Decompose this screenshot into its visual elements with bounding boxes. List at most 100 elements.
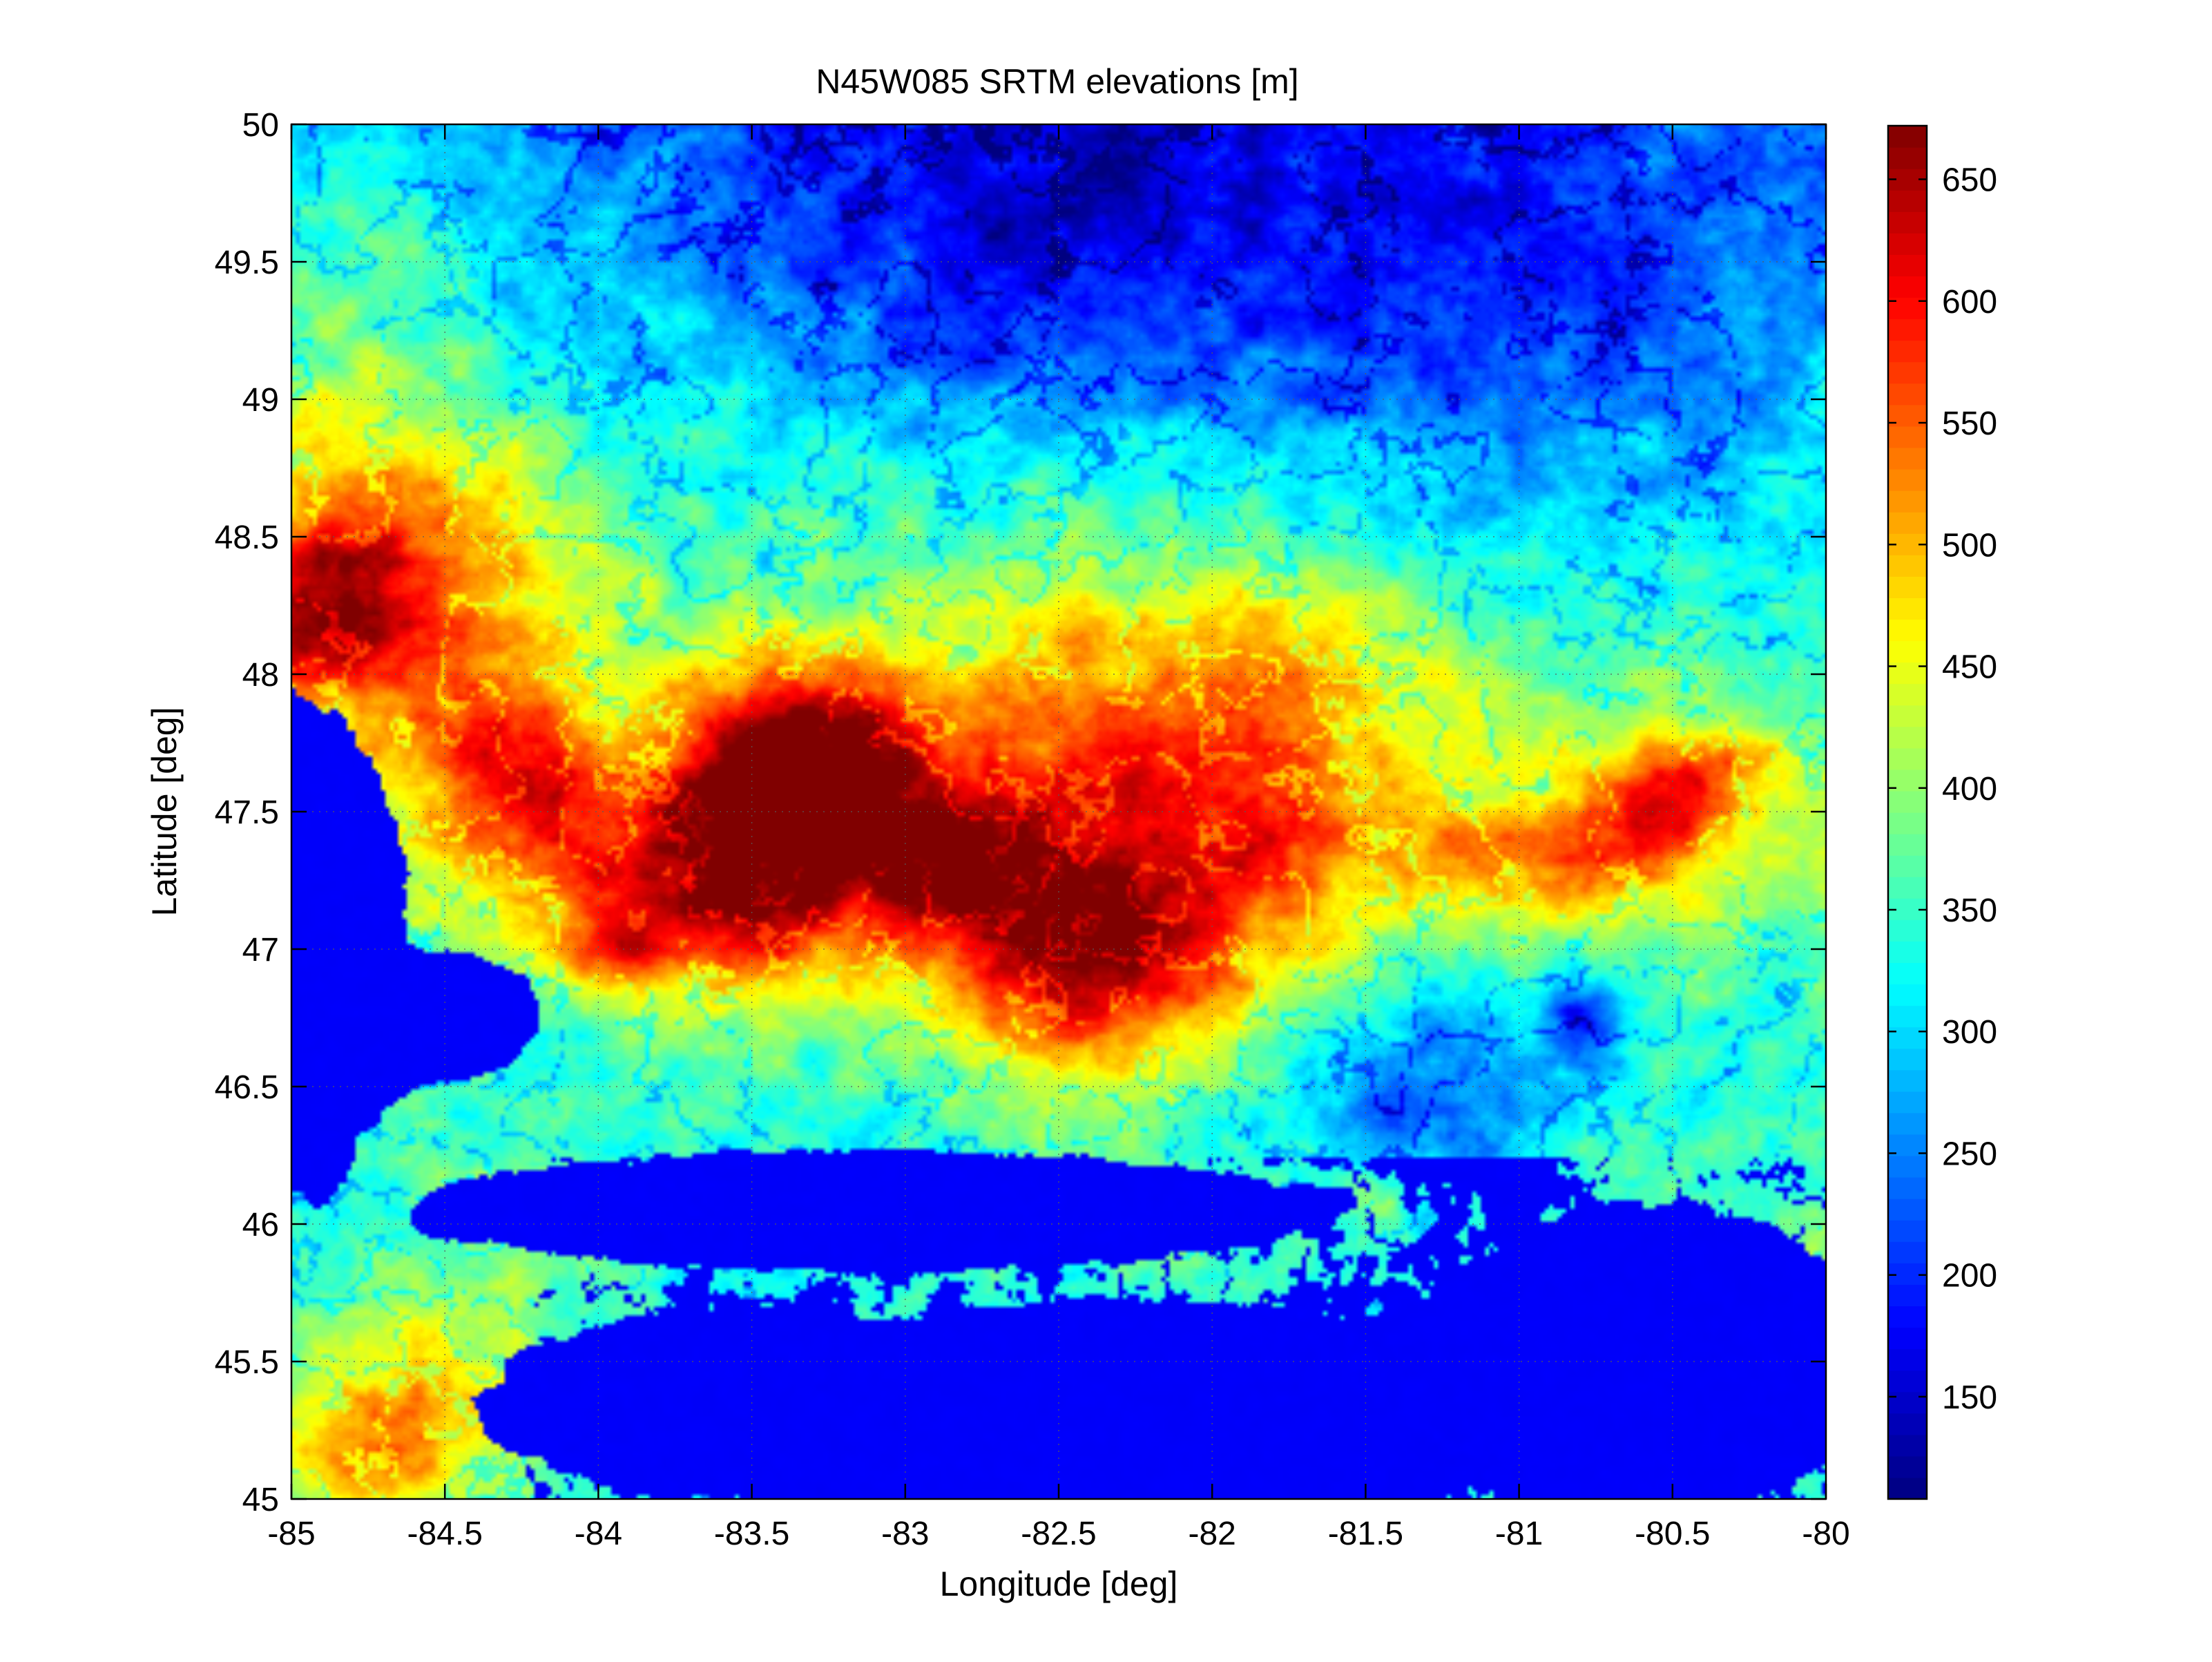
colorbar-band bbox=[1888, 1026, 1927, 1049]
colorbar-band bbox=[1888, 126, 1927, 148]
x-tick-label: -82.5 bbox=[1021, 1516, 1096, 1552]
colorbar-tick-label: 200 bbox=[1942, 1258, 1997, 1295]
colorbar-band bbox=[1888, 211, 1927, 233]
colorbar-band bbox=[1888, 426, 1927, 448]
colorbar-band bbox=[1888, 383, 1927, 405]
colorbar-band bbox=[1888, 747, 1927, 770]
colorbar-tick-label: 450 bbox=[1942, 649, 1997, 686]
colorbar-band bbox=[1888, 318, 1927, 341]
colorbar-band bbox=[1888, 984, 1927, 1006]
x-tick-label: -80 bbox=[1802, 1516, 1849, 1552]
colorbar-band bbox=[1888, 1048, 1927, 1071]
y-tick-label: 49.5 bbox=[215, 245, 279, 281]
chart-title: N45W085 SRTM elevations [m] bbox=[816, 62, 1298, 101]
colorbar-band bbox=[1888, 361, 1927, 384]
colorbar-band bbox=[1888, 576, 1927, 598]
colorbar-band bbox=[1888, 1306, 1927, 1328]
x-tick-label: -85 bbox=[267, 1516, 315, 1552]
x-tick-label: -81.5 bbox=[1328, 1516, 1403, 1552]
colorbar-band bbox=[1888, 1434, 1927, 1457]
x-tick-label: -80.5 bbox=[1635, 1516, 1710, 1552]
colorbar-band bbox=[1888, 1370, 1927, 1393]
colorbar-band bbox=[1888, 469, 1927, 491]
grid-lines bbox=[291, 124, 1826, 1499]
colorbar-band bbox=[1888, 1455, 1927, 1478]
colorbar-band bbox=[1888, 726, 1927, 749]
y-tick-label: 46.5 bbox=[215, 1069, 279, 1106]
x-tick-label: -84 bbox=[575, 1516, 622, 1552]
colorbar-ticks: 150 200 250 300 350 400 450 500 550 600 650 bbox=[1888, 162, 1997, 1416]
y-tick-label: 48.5 bbox=[215, 519, 279, 556]
colorbar-band bbox=[1888, 1177, 1927, 1199]
x-tick-label: -81 bbox=[1495, 1516, 1543, 1552]
colorbar-band bbox=[1888, 1241, 1927, 1263]
colorbar-band bbox=[1888, 790, 1927, 813]
x-tick-label: -84.5 bbox=[407, 1516, 482, 1552]
colorbar-band bbox=[1888, 962, 1927, 985]
colorbar-tick-label: 600 bbox=[1942, 284, 1997, 321]
colorbar-band bbox=[1888, 598, 1927, 620]
colorbar-band bbox=[1888, 1284, 1927, 1307]
y-tick-label: 47.5 bbox=[215, 794, 279, 831]
colorbar-band bbox=[1888, 919, 1927, 942]
y-tick-label: 47 bbox=[242, 932, 279, 968]
colorbar-band bbox=[1888, 855, 1927, 877]
colorbar-tick-label: 500 bbox=[1942, 527, 1997, 564]
y-tick-label: 48 bbox=[242, 657, 279, 694]
colorbar-tick-label: 250 bbox=[1942, 1136, 1997, 1172]
colorbar-band bbox=[1888, 276, 1927, 298]
colorbar-band bbox=[1888, 447, 1927, 470]
colorbar-frame bbox=[1887, 124, 1928, 1500]
y-axis-label: Latitude [deg] bbox=[145, 707, 184, 916]
colorbar-band bbox=[1888, 683, 1927, 706]
colorbar: 150 200 250 300 350 400 450 500 550 600 650 bbox=[1887, 124, 1997, 1500]
x-axis-ticks: -85 -84.5 -84 -83.5 -83 -82.5 -82 -81.5 -81 -80.5… bbox=[267, 124, 1850, 1552]
colorbar-band bbox=[1888, 1220, 1927, 1242]
colorbar-band bbox=[1888, 1263, 1927, 1285]
y-axis-ticks: 45 45.5 46 46.5 47 47.5 48 48.5 49 49.5 50 bbox=[215, 107, 1826, 1518]
colorbar-band bbox=[1888, 512, 1927, 534]
colorbar-band bbox=[1888, 1477, 1927, 1500]
colorbar-band bbox=[1888, 490, 1927, 513]
colorbar-band bbox=[1888, 877, 1927, 899]
colorbar-band bbox=[1888, 640, 1927, 663]
y-tick-label: 46 bbox=[242, 1207, 279, 1243]
colorbar-band bbox=[1888, 340, 1927, 363]
colorbar-gradient bbox=[1888, 126, 1927, 1500]
colorbar-band bbox=[1888, 233, 1927, 255]
colorbar-band bbox=[1888, 1198, 1927, 1221]
colorbar-band bbox=[1888, 619, 1927, 642]
colorbar-band bbox=[1888, 1156, 1927, 1178]
colorbar-band bbox=[1888, 1005, 1927, 1028]
colorbar-band bbox=[1888, 555, 1927, 577]
x-tick-label: -82 bbox=[1189, 1516, 1236, 1552]
colorbar-tick-label: 350 bbox=[1942, 892, 1997, 929]
colorbar-band bbox=[1888, 1413, 1927, 1435]
y-tick-label: 45 bbox=[242, 1482, 279, 1518]
x-axis-label: Longitude [deg] bbox=[940, 1565, 1178, 1603]
colorbar-band bbox=[1888, 705, 1927, 727]
colorbar-band bbox=[1888, 1391, 1927, 1414]
y-tick-label: 50 bbox=[242, 107, 279, 144]
colorbar-band bbox=[1888, 1348, 1927, 1371]
colorbar-band bbox=[1888, 812, 1927, 834]
colorbar-tick-label: 400 bbox=[1942, 771, 1997, 808]
colorbar-band bbox=[1888, 1069, 1927, 1092]
colorbar-tick-label: 650 bbox=[1942, 162, 1997, 199]
colorbar-tick-label: 300 bbox=[1942, 1014, 1997, 1051]
y-tick-label: 45.5 bbox=[215, 1344, 279, 1381]
colorbar-tick-label: 150 bbox=[1942, 1379, 1997, 1416]
colorbar-band bbox=[1888, 1091, 1927, 1114]
colorbar-band bbox=[1888, 834, 1927, 856]
colorbar-band bbox=[1888, 1327, 1927, 1350]
colorbar-band bbox=[1888, 190, 1927, 212]
colorbar-band bbox=[1888, 147, 1927, 169]
y-tick-label: 49 bbox=[242, 382, 279, 419]
colorbar-band bbox=[1888, 254, 1927, 277]
x-tick-label: -83 bbox=[881, 1516, 929, 1552]
x-tick-label: -83.5 bbox=[714, 1516, 789, 1552]
colorbar-tick-label: 550 bbox=[1942, 405, 1997, 442]
colorbar-band bbox=[1888, 941, 1927, 964]
